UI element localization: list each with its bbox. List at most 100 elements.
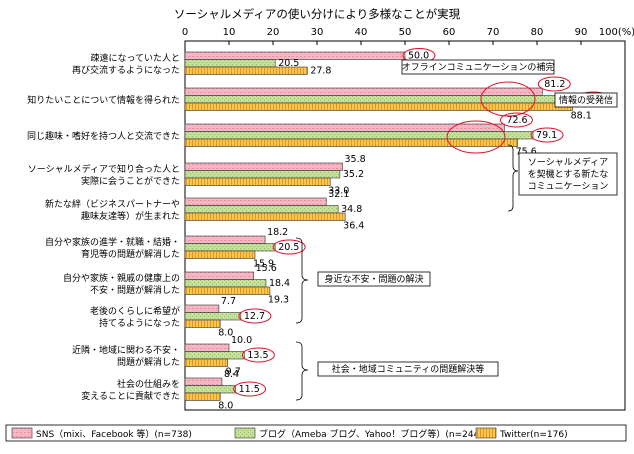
annotation-bracket (295, 237, 309, 324)
highlight-ellipse (241, 347, 275, 363)
bar (184, 279, 267, 288)
value-labels: 50.020.527.881.289.688.172.679.175.635.8… (218, 51, 603, 412)
annotation-text: 身近な不安・問題の解決 (324, 273, 423, 285)
category-label: 再び交流するようになった (72, 64, 180, 76)
bar (184, 319, 221, 328)
annotation-box (554, 92, 618, 108)
value-label: 15.6 (256, 263, 277, 274)
value-label: 8.0 (218, 328, 233, 339)
bars (184, 51, 580, 401)
value-label: 88.1 (571, 111, 592, 122)
value-label: 79.1 (536, 130, 557, 141)
value-label: 35.8 (345, 154, 366, 165)
value-label: 72.6 (506, 115, 527, 126)
category-label: 自分や家族の進学・就職・結婚・ (45, 236, 180, 248)
bar (184, 197, 327, 206)
legend-swatch (475, 427, 497, 439)
bar (184, 250, 256, 259)
bar (184, 51, 406, 60)
value-label: 34.8 (341, 204, 362, 215)
x-tick-label: 40 (355, 27, 368, 38)
annotation-text: オフラインコミュニケーションの補完 (402, 61, 555, 73)
bar (184, 59, 276, 68)
legend-label: SNS（mixi、Facebook 等）(n=738) (36, 428, 192, 440)
category-label: 実際に会うことができた (81, 175, 180, 187)
annotation-text: コミュニケーション (528, 181, 609, 192)
bar (184, 87, 543, 96)
annotation-box (317, 361, 499, 377)
highlight-ellipse (537, 76, 571, 92)
value-label: 18.2 (267, 227, 288, 238)
bar (184, 95, 580, 104)
category-label: 同じ趣味・嗜好を持つ人と交流できた (27, 130, 180, 142)
annotation-bracket (295, 341, 309, 401)
category-label: 変えることに貢献できた (81, 390, 180, 402)
bar (184, 343, 230, 352)
plot-frame (184, 40, 626, 411)
category-label: 近隣・地域に関わる不安・ (72, 344, 180, 356)
highlight-ellipse (272, 239, 306, 255)
value-label: 75.6 (516, 147, 537, 158)
bar (184, 102, 573, 111)
bar (184, 286, 271, 295)
category-label: 老後のくらしに希望が (90, 305, 180, 317)
bar (184, 385, 236, 394)
bar (184, 162, 343, 171)
x-tick-label: 0 (182, 27, 188, 38)
value-label: 11.5 (239, 384, 260, 395)
value-label: 12.7 (244, 311, 265, 322)
bar (184, 66, 308, 75)
legend-label: ブログ（Ameba ブログ、Yahoo！ブログ等）(n=244) (259, 428, 483, 440)
value-label: 81.2 (544, 79, 565, 90)
x-tick-label: 20 (267, 27, 280, 38)
category-label: 問題が解消した (117, 356, 180, 368)
value-label: 10.0 (231, 335, 252, 346)
value-label: 8.4 (224, 369, 239, 380)
x-tick-label: 100(%) (599, 27, 634, 38)
bar (184, 131, 534, 140)
highlight-ellipse (446, 120, 506, 154)
highlight-ellipse (499, 112, 533, 128)
annotation-bracket (507, 144, 519, 212)
annotation-box (518, 152, 618, 196)
highlight-ellipse (238, 308, 272, 324)
category-label: 知りたいことについて情報を得られた (27, 94, 180, 106)
bar (184, 235, 266, 244)
value-label: 15.9 (253, 259, 274, 270)
highlight-ellipse (530, 127, 564, 143)
value-label: 19.3 (268, 295, 289, 306)
bar (184, 205, 339, 214)
value-label: 33.0 (328, 186, 349, 197)
legend-box (5, 424, 627, 442)
annotation-box (401, 59, 555, 75)
annotation-text: 情報の受発信 (559, 94, 613, 106)
category-label: 育児等の問題が解消した (81, 248, 180, 260)
value-label: 20.5 (278, 242, 299, 253)
category-label: 自分や家族・親戚の健康上の (63, 272, 180, 284)
legend-swatch (234, 427, 256, 439)
x-tick-label: 10 (223, 27, 236, 38)
x-tick-label: 80 (531, 27, 544, 38)
value-label: 50.0 (408, 51, 429, 62)
bar (184, 392, 221, 401)
bar (184, 177, 331, 186)
bar (184, 170, 341, 179)
bar (184, 212, 346, 221)
annotation-text: ソーシャルメディア (528, 156, 608, 168)
annotations: オフラインコミュニケーションの補完情報の受発信ソーシャルメディアを契機とする新た… (295, 59, 618, 401)
category-label: 社会の仕組みを (117, 378, 180, 390)
annotation-text: 社会・地域コミュニティの問題解決等 (332, 363, 484, 375)
legend-swatch (11, 427, 33, 439)
value-label: 8.0 (218, 401, 233, 412)
bar (184, 243, 276, 252)
category-label: 趣味友達等）が生まれた (81, 210, 180, 222)
value-label: 20.5 (278, 58, 299, 69)
x-axis-ticks: 0 10 20 30 40 50 60 70 80 90 100(%) (182, 27, 634, 45)
highlight-ellipse (233, 381, 267, 397)
highlight-ellipse (480, 81, 536, 117)
bar (184, 351, 245, 360)
chart-title: ソーシャルメディアの使い分けにより多様なことが実現 (174, 7, 461, 21)
x-tick-label: 70 (487, 27, 500, 38)
legend-label: Twitter(n=176) (499, 430, 568, 440)
